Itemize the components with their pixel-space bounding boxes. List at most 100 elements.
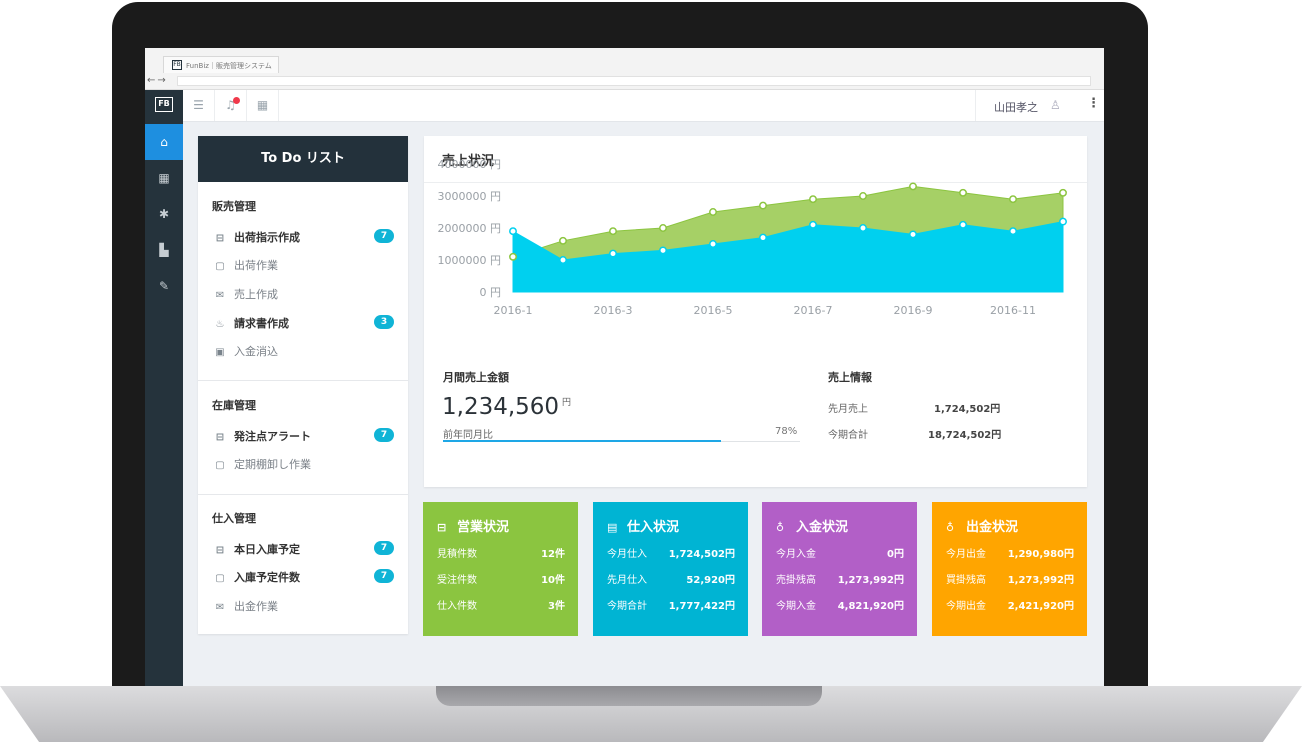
forward-arrow-icon[interactable]: → xyxy=(157,75,168,86)
card-title: ♁ 出金状況 xyxy=(946,516,1018,535)
data-point[interactable] xyxy=(959,220,967,229)
data-point[interactable] xyxy=(709,208,717,216)
data-point[interactable] xyxy=(509,227,517,236)
monthly-sales-unit: 円 xyxy=(562,398,572,408)
card-row: 見積件数 12件 xyxy=(437,545,565,560)
boot-icon: ▙ xyxy=(159,243,169,257)
data-point[interactable] xyxy=(509,252,517,261)
todo-item-label: 本日入庫予定 xyxy=(234,543,300,556)
sidebar-item-settings[interactable]: ✱ xyxy=(145,196,183,232)
receipt-icon: ▣ xyxy=(215,347,225,358)
data-point[interactable] xyxy=(559,236,567,245)
screen: FB FunBiz｜販売管理システム ←→ FB ⌂ ▦ ✱ ▙ ✎ ☰ ♫ ▦… xyxy=(145,48,1104,686)
card-row-label: 先月仕入 xyxy=(607,575,647,586)
data-point[interactable] xyxy=(809,220,817,229)
todo-item-label: 出荷作業 xyxy=(234,259,278,272)
card-row-value: 10件 xyxy=(541,575,565,586)
fire-icon: ♨ xyxy=(215,319,225,330)
todo-panel: To Do リスト 販売管理 ⊟ 出荷指示作成 7 ▢ 出荷作業 ✉ 売上作成 ♨ 請求… xyxy=(198,136,408,634)
mail-icon: ✉ xyxy=(215,602,225,613)
data-point[interactable] xyxy=(859,224,867,232)
card-purchase-status[interactable]: ▤ 仕入状況 今月仕入 1,724,502円 先月仕入 52,920円 今期合計 1,7… xyxy=(593,502,748,636)
data-point[interactable] xyxy=(909,230,917,239)
todo-item[interactable]: ✉ 売上作成 xyxy=(212,286,278,302)
data-point[interactable] xyxy=(1059,217,1067,226)
data-point[interactable] xyxy=(609,249,617,258)
app-logo-icon: FB xyxy=(155,97,173,112)
card-row-label: 今月入金 xyxy=(776,549,816,560)
data-point[interactable] xyxy=(1009,195,1017,204)
card-row-value: 1,273,992円 xyxy=(837,575,904,586)
data-point[interactable] xyxy=(809,195,817,204)
inbox-icon: ⊟ xyxy=(215,233,225,244)
data-point[interactable] xyxy=(1059,188,1067,197)
sidebar-item-boot[interactable]: ▙ xyxy=(145,232,183,268)
document-icon: ▢ xyxy=(215,261,225,272)
browser-tab[interactable]: FB FunBiz｜販売管理システム xyxy=(163,56,279,73)
card-row-value: 1,273,992円 xyxy=(1007,575,1074,586)
todo-item[interactable]: ▣ 入金消込 xyxy=(212,343,278,359)
app-logo-icon: FB xyxy=(172,60,182,70)
data-point[interactable] xyxy=(709,240,717,248)
data-point[interactable] xyxy=(759,201,767,210)
inbox-icon: ⊟ xyxy=(215,432,225,443)
y-tick-label: 1000000 円 xyxy=(438,254,502,267)
data-point[interactable] xyxy=(559,256,567,264)
monthly-sales-value: 1,234,560 xyxy=(442,394,560,420)
sales-info-value: 1,724,502円 xyxy=(934,404,1001,415)
divider xyxy=(424,182,1087,183)
back-arrow-icon[interactable]: ← xyxy=(147,75,158,86)
sidebar-item-table[interactable]: ▦ xyxy=(145,160,183,196)
data-point[interactable] xyxy=(659,224,667,232)
card-sales-status[interactable]: ⊟ 営業状況 見積件数 12件 受注件数 10件 仕入件数 3件 xyxy=(423,502,578,636)
data-point[interactable] xyxy=(609,227,617,236)
card-payment-in-status[interactable]: ♁ 入金状況 今月入金 0円 売掛残高 1,273,992円 今期入金 4,821,92… xyxy=(762,502,917,636)
grid-view-button[interactable]: ▦ xyxy=(247,90,279,121)
todo-section-sales: 販売管理 ⊟ 出荷指示作成 7 ▢ 出荷作業 ✉ 売上作成 ♨ 請求書作成 3 ▣ 入金消… xyxy=(198,182,408,381)
data-point[interactable] xyxy=(759,233,767,242)
todo-item[interactable]: ⊟ 本日入庫予定 xyxy=(212,541,300,557)
user-name: 山田孝之 xyxy=(994,101,1038,114)
notification-button[interactable]: ♫ xyxy=(215,90,247,121)
x-tick-label: 2016-3 xyxy=(594,304,633,317)
card-row: 売掛残高 1,273,992円 xyxy=(776,571,904,586)
more-menu-icon[interactable]: ⋮ xyxy=(1087,96,1100,111)
sales-info-title: 売上情報 xyxy=(828,371,872,384)
todo-item[interactable]: ▢ 出荷作業 xyxy=(212,257,278,273)
todo-item[interactable]: ✉ 出金作業 xyxy=(212,598,278,614)
card-row-label: 見積件数 xyxy=(437,549,477,560)
todo-item[interactable]: ▢ 入庫予定件数 xyxy=(212,569,300,585)
card-payment-out-status[interactable]: ♁ 出金状況 今月出金 1,290,980円 買掛残高 1,273,992円 今期出金… xyxy=(932,502,1087,636)
card-row-label: 今期合計 xyxy=(607,601,647,612)
series-area-1 xyxy=(512,220,1064,293)
data-point[interactable] xyxy=(909,182,917,191)
sidebar-logo[interactable]: FB xyxy=(145,90,183,126)
section-title: 在庫管理 xyxy=(212,399,256,412)
x-tick-label: 2016-11 xyxy=(990,304,1036,317)
card-row: 今期合計 1,777,422円 xyxy=(607,597,735,612)
list-view-button[interactable]: ☰ xyxy=(183,90,215,121)
data-point[interactable] xyxy=(959,188,967,197)
y-tick-label: 3000000 円 xyxy=(438,190,502,203)
user-menu[interactable]: 山田孝之 ♙ xyxy=(975,90,1081,121)
card-title-text: 営業状況 xyxy=(457,520,510,535)
data-point[interactable] xyxy=(659,246,667,255)
data-point[interactable] xyxy=(859,192,867,200)
sidebar-item-edit[interactable]: ✎ xyxy=(145,268,183,304)
count-badge: 7 xyxy=(374,541,394,555)
pencil-icon: ✎ xyxy=(158,279,170,293)
sidebar-item-home[interactable]: ⌂ xyxy=(145,124,183,160)
todo-item[interactable]: ▢ 定期棚卸し作業 xyxy=(212,456,311,472)
todo-item[interactable]: ⊟ 出荷指示作成 xyxy=(212,229,300,245)
todo-item[interactable]: ⊟ 発注点アラート xyxy=(212,428,311,444)
todo-item-label: 発注点アラート xyxy=(234,430,311,443)
card-title: ♁ 入金状況 xyxy=(776,516,848,535)
address-bar[interactable] xyxy=(177,76,1091,86)
compare-progress-fill xyxy=(443,440,722,442)
todo-item[interactable]: ♨ 請求書作成 xyxy=(212,315,289,331)
sales-chart: 4000000 円 3000000 円 2000000 円 1000000 円 0 円 2… xyxy=(438,158,1067,317)
home-icon: ⌂ xyxy=(160,135,168,149)
data-point[interactable] xyxy=(1009,227,1017,236)
card-row: 先月仕入 52,920円 xyxy=(607,571,735,586)
wallet-icon: ▤ xyxy=(607,521,618,534)
